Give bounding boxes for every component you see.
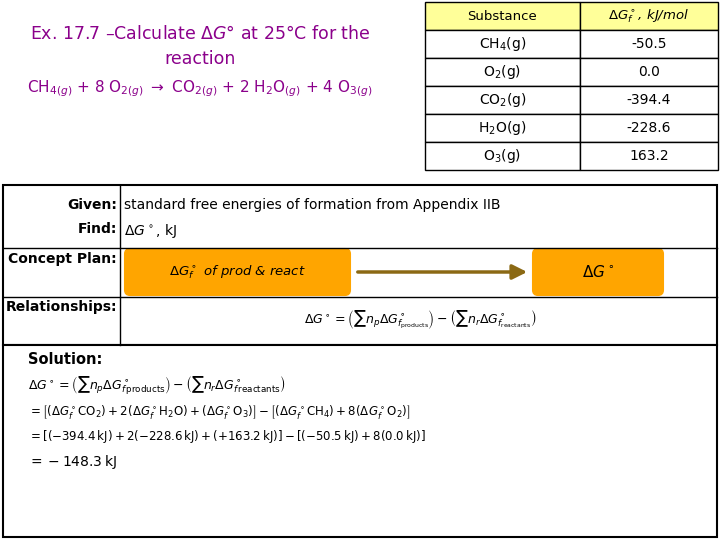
Text: Relationships:: Relationships: — [6, 300, 117, 314]
Bar — [580, 114, 718, 142]
Text: O$_2$(g): O$_2$(g) — [483, 63, 521, 81]
Text: Find:: Find: — [78, 222, 117, 236]
Text: Solution:: Solution: — [28, 352, 102, 367]
Bar — [580, 2, 718, 30]
Text: Concept Plan:: Concept Plan: — [9, 252, 117, 266]
FancyBboxPatch shape — [125, 249, 350, 295]
Text: $\Delta G^\circ_f$, kJ/mol: $\Delta G^\circ_f$, kJ/mol — [608, 7, 690, 25]
Text: $\Delta G^\circ_f$ of prod & react: $\Delta G^\circ_f$ of prod & react — [169, 263, 306, 281]
Text: standard free energies of formation from Appendix IIB: standard free energies of formation from… — [124, 198, 500, 212]
Text: Substance: Substance — [467, 10, 537, 23]
Text: 163.2: 163.2 — [629, 149, 669, 163]
Text: $\Delta G^\circ = \left(\sum n_p \Delta G^\circ_{f_\mathrm{products}}\right) - \: $\Delta G^\circ = \left(\sum n_p \Delta … — [304, 308, 536, 332]
Bar — [580, 86, 718, 114]
Bar — [580, 30, 718, 58]
Bar — [3, 345, 717, 537]
Text: $\Delta G^\circ = \left(\sum n_p \Delta G^\circ_{f\,\mathrm{products}}\right) - : $\Delta G^\circ = \left(\sum n_p \Delta … — [28, 375, 286, 397]
Text: 0.0: 0.0 — [638, 65, 660, 79]
Bar — [425, 114, 580, 142]
Bar — [425, 30, 580, 58]
Text: -50.5: -50.5 — [631, 37, 667, 51]
Bar — [0, 0, 720, 185]
Bar — [3, 185, 717, 345]
Text: -394.4: -394.4 — [627, 93, 671, 107]
Bar — [425, 142, 580, 170]
Text: CH$_4$(g): CH$_4$(g) — [479, 35, 526, 53]
Text: $= \left[(\Delta G^\circ_f\mathrm{CO_2}) + 2(\Delta G^\circ_f\mathrm{H_2O}) + (\: $= \left[(\Delta G^\circ_f\mathrm{CO_2})… — [28, 403, 410, 421]
Text: Ex. 17.7 –Calculate $\Delta G\degree$ at 25°C for the: Ex. 17.7 –Calculate $\Delta G\degree$ at… — [30, 25, 370, 43]
Bar — [425, 86, 580, 114]
Text: CH$_{4(g)}$ + 8 O$_{2(g)}$ $\rightarrow$ CO$_{2(g)}$ + 2 H$_2$O$_{(g)}$ + 4 O$_{: CH$_{4(g)}$ + 8 O$_{2(g)}$ $\rightarrow$… — [27, 78, 373, 99]
Bar — [580, 58, 718, 86]
Text: $= [(-394.4\,\mathrm{kJ}) + 2(-228.6\,\mathrm{kJ}) + (+163.2\,\mathrm{kJ})] - [(: $= [(-394.4\,\mathrm{kJ}) + 2(-228.6\,\m… — [28, 428, 426, 445]
Text: $\Delta G^\circ$, kJ: $\Delta G^\circ$, kJ — [124, 222, 177, 240]
Text: H$_2$O(g): H$_2$O(g) — [478, 119, 527, 137]
Text: $\Delta G^\circ$: $\Delta G^\circ$ — [582, 264, 614, 280]
Text: -228.6: -228.6 — [626, 121, 671, 135]
Text: CO$_2$(g): CO$_2$(g) — [479, 91, 526, 109]
FancyBboxPatch shape — [533, 249, 663, 295]
Bar — [425, 58, 580, 86]
Text: O$_3$(g): O$_3$(g) — [483, 147, 521, 165]
Text: Given:: Given: — [67, 198, 117, 212]
Bar — [580, 142, 718, 170]
Text: reaction: reaction — [164, 50, 235, 68]
Text: $= -148.3\,\mathrm{kJ}$: $= -148.3\,\mathrm{kJ}$ — [28, 453, 117, 471]
Bar — [425, 2, 580, 30]
